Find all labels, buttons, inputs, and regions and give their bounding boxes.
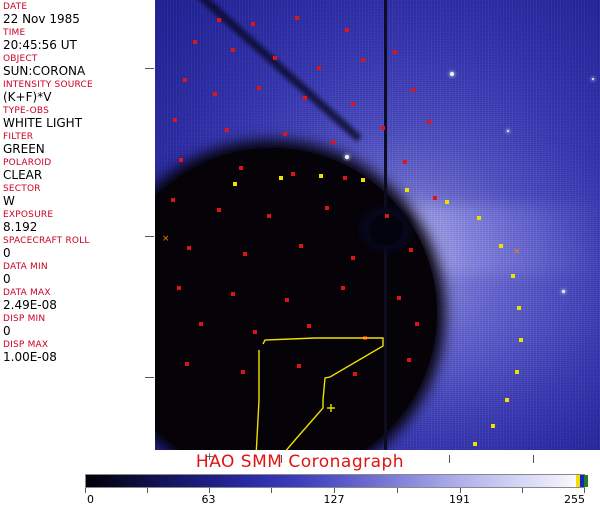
metadata-label: TYPE-OBS <box>3 106 50 116</box>
field-of-view: × × <box>155 0 600 450</box>
axis-tick-bottom-2 <box>533 455 534 463</box>
metadata-value: 0 <box>3 246 11 260</box>
page-title: HAO SMM Coronagraph <box>195 452 405 472</box>
colorbar-tick-label: 127 <box>323 493 345 506</box>
axis-tick-bottom-1 <box>449 455 450 463</box>
metadata-item: DATA MIN 0 <box>3 262 140 286</box>
metadata-value: SUN:CORONA <box>3 64 86 78</box>
colorbar-band-yellow <box>576 475 581 487</box>
metadata-value: WHITE LIGHT <box>3 116 83 130</box>
metadata-label: DISP MIN <box>3 314 46 324</box>
region-polygon-overlay <box>255 337 384 450</box>
colorbar-tick <box>584 488 585 493</box>
colorbar-tick-label: 63 <box>201 493 216 506</box>
metadata-sidebar: DATE 22 Nov 1985 TIME 20:45:56 UT OBJECT SUN:… <box>0 0 140 450</box>
metadata-item: DISP MAX 1.00E-08 <box>3 340 140 364</box>
metadata-label: SECTOR <box>3 184 41 194</box>
colorbar-minor-tick <box>522 488 524 493</box>
colorbar-band-green <box>584 475 589 487</box>
metadata-value: 1.00E-08 <box>3 350 57 364</box>
metadata-item: POLAROID CLEAR <box>3 158 140 182</box>
metadata-value: 2.49E-08 <box>3 298 57 312</box>
metadata-value: CLEAR <box>3 168 43 182</box>
metadata-value: 0 <box>3 272 11 286</box>
colorbar-tick-label: 255 <box>564 493 585 506</box>
metadata-item: SPACECRAFT ROLL 0 <box>3 236 140 260</box>
metadata-label: OBJECT <box>3 54 38 64</box>
metadata-label: POLAROID <box>3 158 52 168</box>
axis-tick-left-1 <box>145 68 154 69</box>
colorbar-ticks <box>85 488 585 494</box>
metadata-value: W <box>3 194 15 208</box>
region-polygon <box>255 337 384 450</box>
colorbar-minor-tick <box>271 488 273 493</box>
coronagraph-image[interactable]: × × <box>155 0 600 450</box>
colorbar-tick <box>85 488 86 493</box>
metadata-label: FILTER <box>3 132 34 142</box>
region-center-cross <box>327 404 335 412</box>
colorbar-tick-labels: 0 63 127 191 255 <box>85 494 585 508</box>
metadata-item: EXPOSURE 8.192 <box>3 210 140 234</box>
metadata-value: 8.192 <box>3 220 38 234</box>
metadata-label: SPACECRAFT ROLL <box>3 236 90 246</box>
metadata-item: FILTER GREEN <box>3 132 140 156</box>
colorbar-tick-label: 191 <box>449 493 470 506</box>
metadata-value: (K+F)*V <box>3 90 52 104</box>
colorbar-tick <box>334 488 336 493</box>
metadata-label: DATA MAX <box>3 288 51 298</box>
colorbar-minor-tick <box>396 488 398 493</box>
metadata-item: DATE 22 Nov 1985 <box>3 2 140 26</box>
metadata-value: GREEN <box>3 142 45 156</box>
metadata-label: DATA MIN <box>3 262 48 272</box>
metadata-item: TIME 20:45:56 UT <box>3 28 140 52</box>
metadata-item: DATA MAX 2.49E-08 <box>3 288 140 312</box>
colorbar-tick <box>208 488 210 493</box>
axis-tick-bottom-3 <box>281 455 282 463</box>
metadata-item: TYPE-OBS WHITE LIGHT <box>3 106 140 130</box>
axis-tick-bottom-plus: + <box>205 450 215 463</box>
colorbar-band-blue <box>580 475 585 487</box>
metadata-item: DISP MIN 0 <box>3 314 140 338</box>
metadata-item: SECTOR W <box>3 184 140 208</box>
metadata-value: 0 <box>3 324 11 338</box>
metadata-label: INTENSITY SOURCE <box>3 80 93 90</box>
colorbar-tick <box>459 488 461 493</box>
metadata-value: 22 Nov 1985 <box>3 12 80 26</box>
colorbar-section: 0 63 127 191 255 <box>85 474 589 508</box>
axis-tick-left-2 <box>145 236 154 237</box>
metadata-label: EXPOSURE <box>3 210 54 220</box>
axis-tick-left-3 <box>145 377 154 378</box>
colorbar-tick-label: 0 <box>87 493 94 506</box>
colorbar-gradient[interactable] <box>85 474 589 488</box>
metadata-label: DATE <box>3 2 28 12</box>
metadata-label: DISP MAX <box>3 340 49 350</box>
metadata-item: OBJECT SUN:CORONA <box>3 54 140 78</box>
metadata-value: 20:45:56 UT <box>3 38 77 52</box>
metadata-label: TIME <box>3 28 26 38</box>
colorbar-minor-tick <box>146 488 148 493</box>
metadata-item: INTENSITY SOURCE (K+F)*V <box>3 80 140 104</box>
